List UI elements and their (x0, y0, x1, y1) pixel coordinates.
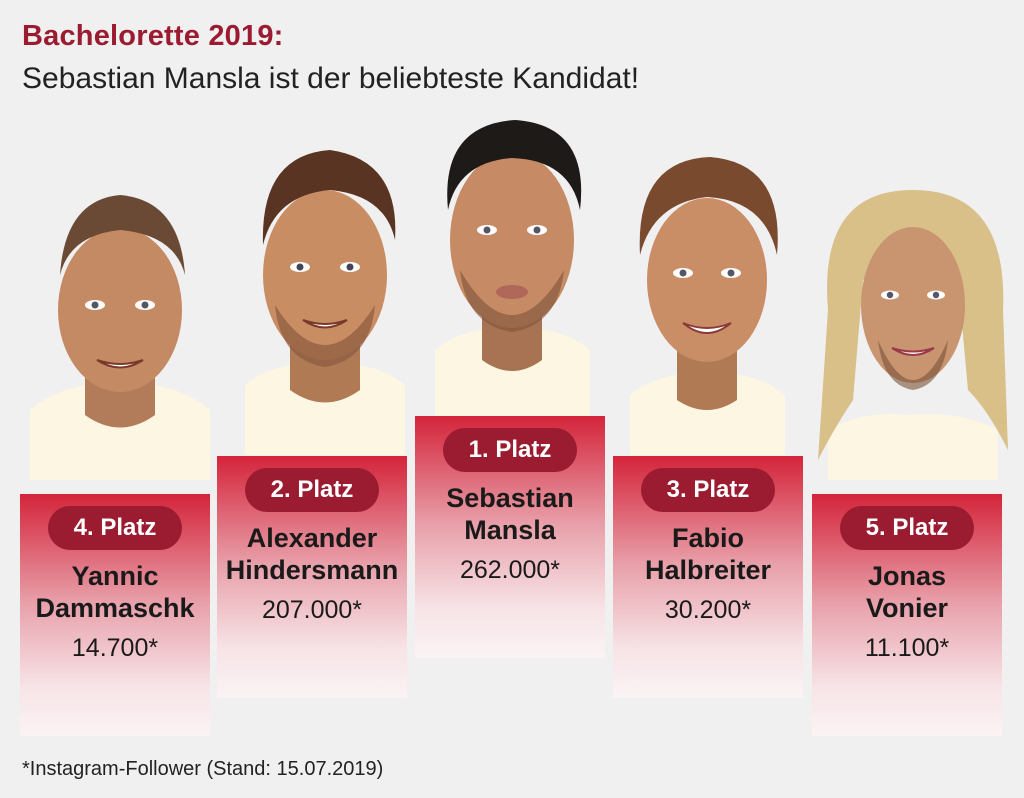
candidate-first-name: Alexander (246, 523, 378, 553)
portrait-alexander (245, 145, 405, 455)
candidate-first-name: Jonas (867, 561, 947, 591)
candidate-name: Fabio Halbreiter (613, 522, 803, 586)
candidate-last-name: Dammaschk (35, 593, 195, 623)
follower-count: 11.100* (864, 634, 950, 662)
follower-count: 262.000* (459, 556, 561, 584)
follower-count: 14.700* (71, 634, 159, 662)
candidate-name: Sebastian Mansla (415, 482, 605, 546)
rank-badge: 3. Platz (640, 468, 776, 512)
follower-count: 30.200* (664, 596, 752, 624)
ranking-card: 2. Platz Alexander Hindersmann 207.000* (217, 456, 407, 698)
candidate-last-name: Halbreiter (644, 555, 772, 585)
candidate-last-name: Mansla (464, 515, 556, 545)
ranking-card: 3. Platz Fabio Halbreiter 30.200* (613, 456, 803, 698)
candidate-name: Jonas Vonier (812, 560, 1002, 624)
follower-count: 207.000* (261, 596, 363, 624)
chart-title: Bachelorette 2019: (22, 20, 284, 52)
portrait-yannic (25, 180, 215, 480)
candidate-first-name: Fabio (672, 523, 744, 553)
candidate-last-name: Vonier (865, 593, 948, 623)
candidate-first-name: Sebastian (446, 483, 574, 513)
portrait-fabio (625, 155, 790, 455)
portrait-sebastian (430, 120, 595, 420)
rank-badge: 1. Platz (442, 428, 578, 472)
chart-subtitle: Sebastian Mansla ist der beliebteste Kan… (22, 62, 640, 95)
candidate-last-name: Hindersmann (225, 555, 399, 585)
footnote: *Instagram-Follower (Stand: 15.07.2019) (22, 758, 384, 780)
candidate-name: Alexander Hindersmann (217, 522, 407, 586)
rank-badge: 4. Platz (47, 506, 183, 550)
ranking-card: 5. Platz Jonas Vonier 11.100* (812, 494, 1002, 736)
rank-badge: 5. Platz (839, 506, 975, 550)
rank-badge: 2. Platz (244, 468, 380, 512)
ranking-card: 1. Platz Sebastian Mansla 262.000* (415, 416, 605, 658)
candidate-name: Yannic Dammaschk (20, 560, 210, 624)
ranking-card: 4. Platz Yannic Dammaschk 14.700* (20, 494, 210, 736)
portrait-jonas (808, 190, 1008, 480)
candidate-first-name: Yannic (71, 561, 159, 591)
